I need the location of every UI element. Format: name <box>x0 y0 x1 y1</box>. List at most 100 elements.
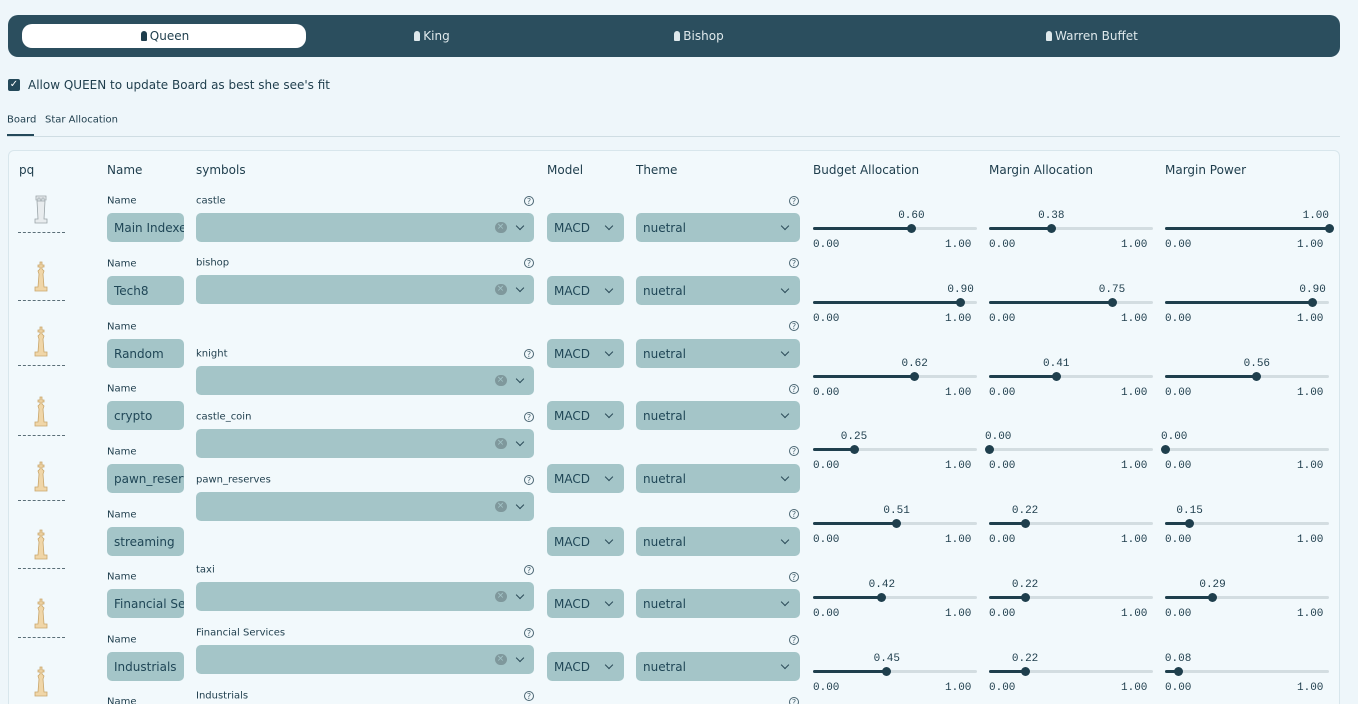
model-select[interactable]: MACD <box>547 464 624 493</box>
name-input[interactable]: crypto <box>107 401 184 430</box>
name-input[interactable]: pawn_reserv <box>107 464 184 493</box>
help-icon[interactable]: ? <box>789 635 799 645</box>
name-input[interactable]: Industrials <box>107 652 184 681</box>
slider-handle[interactable] <box>849 445 859 455</box>
multiselect[interactable]: ×× <box>196 366 534 395</box>
slider-handle[interactable] <box>882 666 892 676</box>
name-input[interactable]: Tech8 <box>107 276 184 305</box>
help-icon[interactable]: ? <box>524 475 534 485</box>
multiselect[interactable]: ×× <box>196 492 534 521</box>
help-icon[interactable]: ? <box>524 412 534 422</box>
clear-button[interactable]: × <box>495 500 506 512</box>
slider-track[interactable] <box>813 596 977 599</box>
help-icon[interactable]: ? <box>789 384 799 394</box>
slider-handle[interactable] <box>1020 593 1030 602</box>
slider-track[interactable] <box>989 522 1153 526</box>
checkbox-label[interactable]: Allow QUEEN to update Board as best she … <box>28 78 330 92</box>
slider-track[interactable] <box>1165 448 1329 452</box>
nav-tab[interactable]: King <box>392 29 472 43</box>
slider-handle[interactable] <box>1020 519 1030 529</box>
nav-tab[interactable]: Queen <box>125 29 205 43</box>
checkbox[interactable]: ✓ <box>8 79 20 91</box>
slider-handle[interactable] <box>1046 224 1056 233</box>
help-icon[interactable]: ? <box>789 321 799 331</box>
slider-handle[interactable] <box>1107 297 1117 307</box>
slider-track[interactable] <box>1165 522 1329 526</box>
slider-track[interactable] <box>989 227 1153 230</box>
slider-handle[interactable] <box>1185 519 1195 529</box>
theme-select[interactable]: nuetral <box>636 527 800 556</box>
help-icon[interactable]: ? <box>789 196 799 206</box>
slider-handle[interactable] <box>1051 371 1061 381</box>
theme-select[interactable]: nuetral <box>636 652 800 681</box>
help-icon[interactable]: ? <box>524 258 534 268</box>
model-select[interactable]: MACD <box>547 589 624 618</box>
slider-handle[interactable] <box>1308 297 1318 307</box>
theme-select[interactable]: nuetral <box>636 464 800 493</box>
slider-handle[interactable] <box>910 371 920 381</box>
slider-handle[interactable] <box>984 445 994 455</box>
slider-handle[interactable] <box>877 593 887 602</box>
model-select[interactable]: MACD <box>547 527 624 556</box>
clear-button[interactable]: × <box>495 590 506 602</box>
slider-track[interactable] <box>813 448 977 452</box>
slider-handle[interactable] <box>1020 666 1030 676</box>
help-icon[interactable]: ? <box>524 349 534 359</box>
model-select[interactable]: MACD <box>547 652 624 681</box>
symbols-label: castle_coin <box>196 411 252 423</box>
help-icon[interactable]: ? <box>789 446 799 456</box>
nav-tab[interactable]: Bishop <box>659 29 739 43</box>
slider-track[interactable] <box>989 374 1153 378</box>
name-input[interactable]: Random <box>107 339 184 368</box>
clear-button[interactable]: × <box>495 283 506 295</box>
subtab[interactable]: Star Allocation <box>45 114 118 126</box>
slider-handle[interactable] <box>956 297 966 307</box>
slider-handle[interactable] <box>1208 593 1218 602</box>
clear-button[interactable]: × <box>495 653 506 665</box>
slider-track[interactable] <box>1165 669 1329 673</box>
slider-handle[interactable] <box>1252 371 1262 381</box>
theme-select[interactable]: nuetral <box>636 276 800 305</box>
help-icon[interactable]: ? <box>789 697 799 704</box>
clear-button[interactable]: × <box>495 374 506 386</box>
clear-button[interactable]: × <box>495 221 506 233</box>
slider-handle[interactable] <box>906 224 916 233</box>
model-select[interactable]: MACD <box>547 339 624 368</box>
help-icon[interactable]: ? <box>524 628 534 638</box>
nav-tab[interactable]: Warren Buffet <box>1046 29 1138 43</box>
help-icon[interactable]: ? <box>789 572 799 582</box>
slider-max: 1.00 <box>945 534 972 547</box>
slider-handle[interactable] <box>1160 445 1170 455</box>
theme-select[interactable]: nuetral <box>636 213 800 242</box>
clear-button[interactable]: × <box>495 437 506 449</box>
help-icon[interactable]: ? <box>524 196 534 206</box>
model-select[interactable]: MACD <box>547 213 624 242</box>
name-input[interactable]: Main Indexes <box>107 213 184 242</box>
subtab[interactable]: Board <box>7 114 37 126</box>
help-icon[interactable]: ? <box>789 509 799 519</box>
slider-track[interactable] <box>1165 596 1329 599</box>
slider-track[interactable] <box>813 669 977 673</box>
multiselect[interactable]: ×× <box>196 582 534 611</box>
theme-select[interactable]: nuetral <box>636 401 800 430</box>
multiselect[interactable]: ×× <box>196 429 534 458</box>
multiselect[interactable]: ×× <box>196 645 534 674</box>
name-input[interactable]: streaming <box>107 527 184 556</box>
slider-handle[interactable] <box>1173 666 1183 676</box>
slider-handle[interactable] <box>1324 224 1334 233</box>
multiselect[interactable]: ×× <box>196 275 534 304</box>
theme-select[interactable]: nuetral <box>636 339 800 368</box>
slider-min: 0.00 <box>1165 681 1192 694</box>
help-icon[interactable]: ? <box>524 691 534 701</box>
name-input[interactable]: Financial Ser <box>107 589 184 618</box>
help-icon[interactable]: ? <box>524 565 534 575</box>
model-select[interactable]: MACD <box>547 276 624 305</box>
slider-handle[interactable] <box>892 519 902 529</box>
model-select[interactable]: MACD <box>547 401 624 430</box>
slider-track[interactable] <box>989 448 1153 452</box>
help-icon[interactable]: ? <box>789 258 799 268</box>
slider-track[interactable] <box>989 596 1153 599</box>
multiselect[interactable]: ×× <box>196 213 534 242</box>
slider-track[interactable] <box>989 669 1153 673</box>
theme-select[interactable]: nuetral <box>636 589 800 618</box>
